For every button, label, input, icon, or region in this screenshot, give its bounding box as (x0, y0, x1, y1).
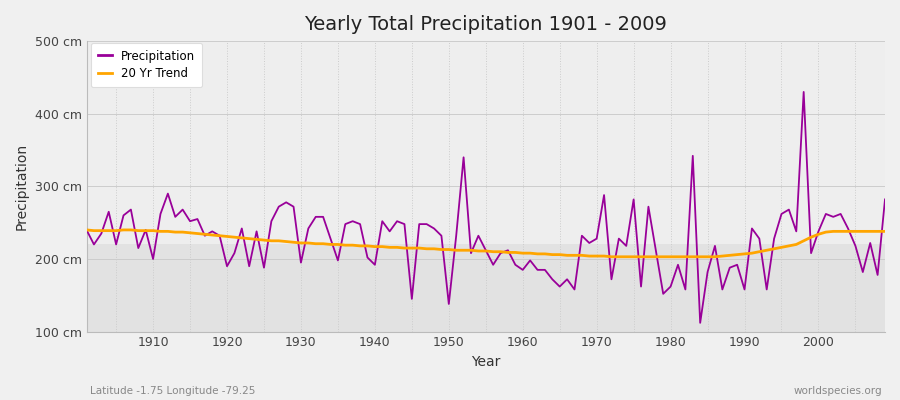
20 Yr Trend (303, 240, 314, 245)
Y-axis label: Precipitation: Precipitation (15, 143, 29, 230)
20 Yr Trend (606, 254, 616, 259)
Line: 20 Yr Trend: 20 Yr Trend (86, 230, 885, 257)
20 Yr Trend (140, 228, 151, 233)
Precipitation (798, 90, 809, 94)
20 Yr Trend (510, 250, 521, 255)
Precipitation (140, 228, 151, 232)
20 Yr Trend (614, 254, 625, 259)
Precipitation (879, 197, 890, 202)
Legend: Precipitation, 20 Yr Trend: Precipitation, 20 Yr Trend (91, 42, 202, 88)
Precipitation (303, 226, 314, 231)
20 Yr Trend (347, 243, 358, 248)
Text: Latitude -1.75 Longitude -79.25: Latitude -1.75 Longitude -79.25 (90, 386, 256, 396)
Line: Precipitation: Precipitation (86, 92, 885, 323)
Precipitation (695, 320, 706, 325)
Title: Yearly Total Precipitation 1901 - 2009: Yearly Total Precipitation 1901 - 2009 (304, 15, 667, 34)
Precipitation (510, 262, 521, 267)
Bar (86, 244, 885, 332)
20 Yr Trend (518, 251, 528, 256)
20 Yr Trend (81, 228, 92, 232)
X-axis label: Year: Year (471, 355, 500, 369)
Bar (86, 41, 885, 244)
Precipitation (518, 268, 528, 272)
20 Yr Trend (879, 229, 890, 234)
Precipitation (81, 228, 92, 232)
Text: worldspecies.org: worldspecies.org (794, 386, 882, 396)
Precipitation (347, 219, 358, 224)
Precipitation (606, 277, 616, 282)
